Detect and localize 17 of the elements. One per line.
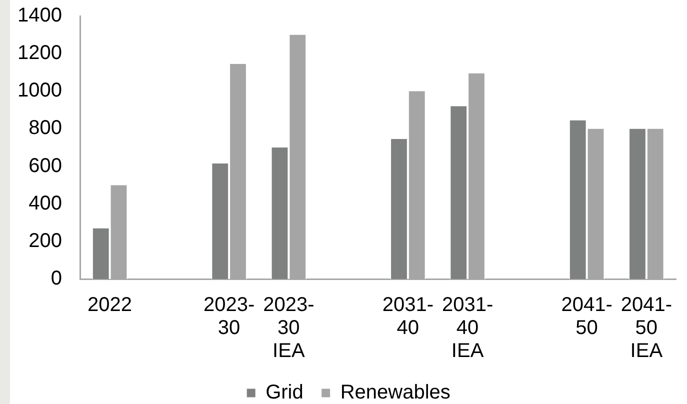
x-tick-label: 2031-40 IEA xyxy=(442,294,494,362)
y-tick-label: 1200 xyxy=(18,42,62,64)
y-tick-label: 600 xyxy=(28,154,62,177)
x-tick-label: 2023-30 xyxy=(203,294,255,340)
legend-label: Renewables xyxy=(340,382,450,404)
x-tick-label: 2023-30 IEA xyxy=(263,294,314,362)
y-tick-label: 1000 xyxy=(18,80,62,102)
y-tick-label: 400 xyxy=(28,192,62,214)
y-tick-label: 0 xyxy=(50,268,62,290)
x-tick-label: 2041-50 IEA xyxy=(620,294,672,362)
y-tick-label: 200 xyxy=(28,230,62,252)
x-tick-label: 2022 xyxy=(88,294,132,316)
x-tick-label: 2041-50 xyxy=(561,294,612,340)
x-tick-label: 2031-40 xyxy=(382,294,434,340)
y-tick-label: 800 xyxy=(28,117,62,140)
y-tick-label: 1400 xyxy=(18,4,62,27)
legend-label: Grid xyxy=(266,382,304,404)
